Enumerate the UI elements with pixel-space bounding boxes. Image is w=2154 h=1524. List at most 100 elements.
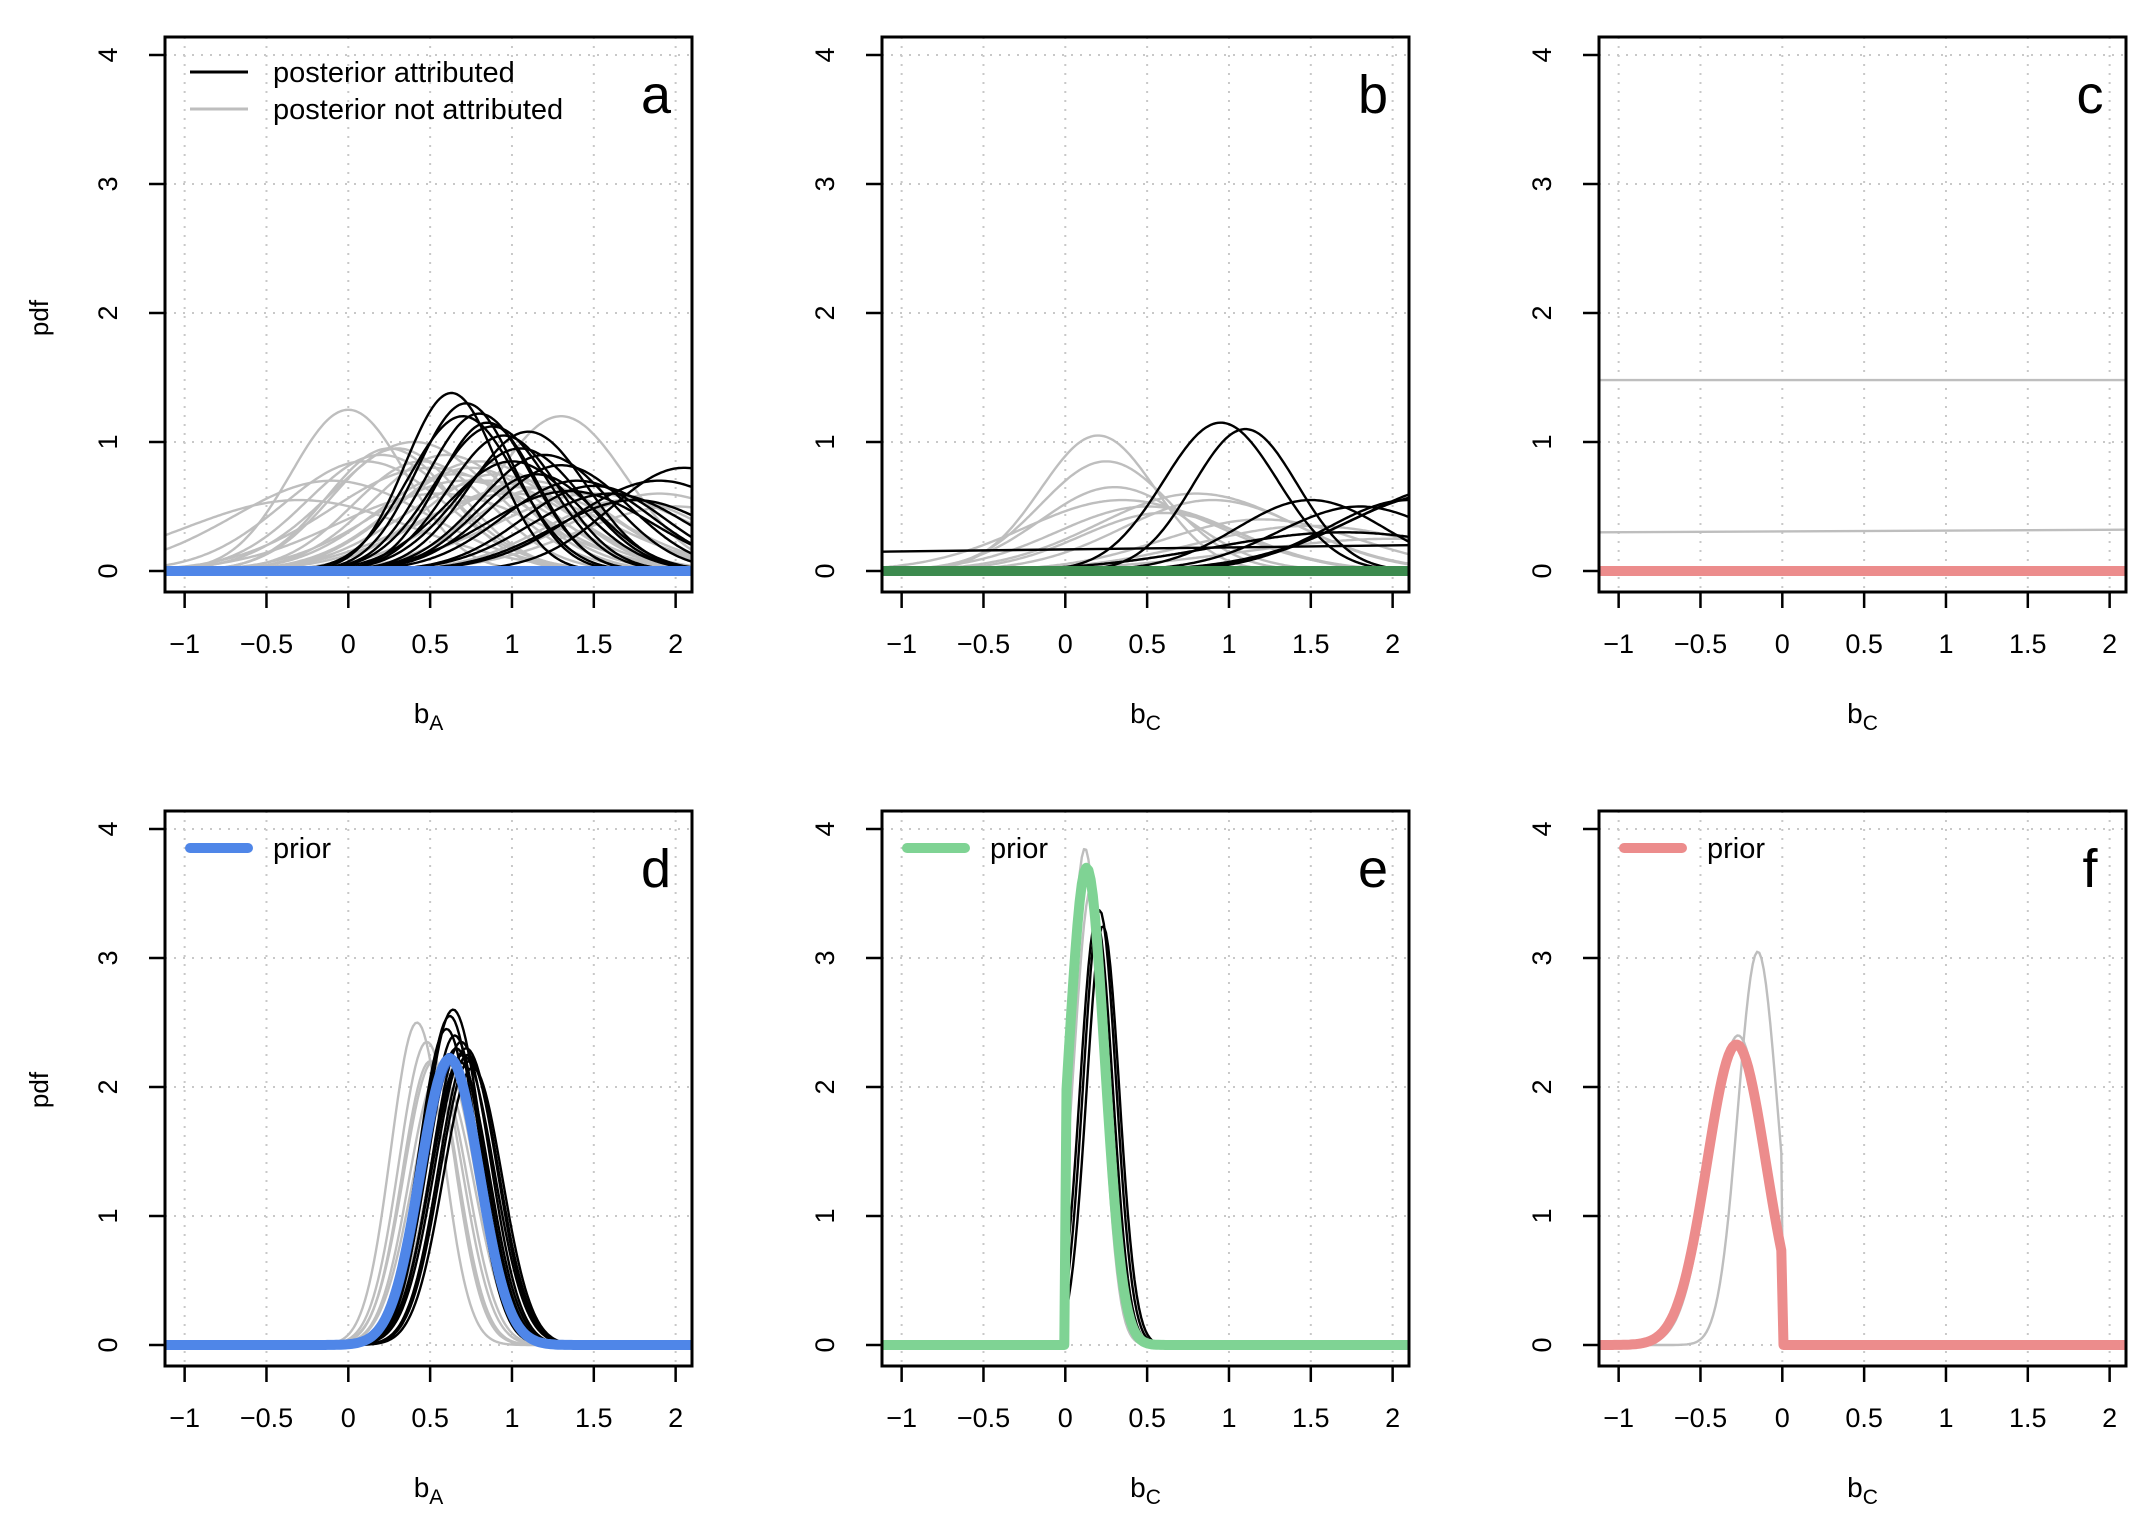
series-group-e [882, 847, 1409, 1350]
y-tick-label-e-0: 0 [810, 1337, 840, 1352]
y-tick-label-d-0: 0 [93, 1337, 123, 1352]
y-tick-label-f-1: 1 [1527, 1208, 1557, 1223]
panel-b: −1 −0.5 0 0.5 1 1.5 2 0 1 2 3 4 bC b [810, 35, 1411, 735]
x-axis-label-e: bC [1130, 1472, 1161, 1509]
x-tick-label-d-6: 2 [668, 1403, 683, 1433]
series-group-a [165, 391, 692, 576]
legend-prior-d: prior [185, 833, 331, 865]
legend-prior-f: prior [1619, 833, 1765, 865]
y-tick-label-a-2: 2 [93, 305, 123, 320]
y-tick-label-b-3: 3 [810, 176, 840, 191]
y-tick-label-c-1: 1 [1527, 434, 1557, 449]
x-tick-label-c-3: 0.5 [1845, 629, 1883, 659]
series-f-prior-0 [1599, 1039, 2126, 1350]
x-tick-label-a-4: 1 [504, 629, 519, 659]
legend-not-attributed-label: posterior not attributed [273, 94, 563, 126]
series-group-b [882, 421, 1409, 576]
series-e-posterior-attributed-1 [882, 925, 1409, 1347]
x-tick-label-f-2: 0 [1775, 1403, 1790, 1433]
x-axis-label-b: bC [1130, 698, 1161, 735]
x-tick-label-e-4: 1 [1221, 1403, 1236, 1433]
x-tick-label-e-3: 0.5 [1128, 1403, 1166, 1433]
y-tick-label-b-1: 1 [810, 434, 840, 449]
y-tick-label-c-4: 4 [1527, 47, 1557, 62]
y-tick-label-f-3: 3 [1527, 950, 1557, 965]
x-tick-label-b-5: 1.5 [1292, 629, 1330, 659]
y-tick-label-c-0: 0 [1527, 563, 1557, 578]
x-tick-label-c-0: −1 [1603, 629, 1634, 659]
legend-attributed-label: posterior attributed [273, 57, 515, 89]
x-tick-label-c-6: 2 [2102, 629, 2117, 659]
y-tick-label-e-1: 1 [810, 1208, 840, 1223]
x-tick-label-b-3: 0.5 [1128, 629, 1166, 659]
x-tick-label-c-5: 1.5 [2009, 629, 2047, 659]
y-tick-label-f-4: 4 [1527, 821, 1557, 836]
x-tick-label-f-4: 1 [1938, 1403, 1953, 1433]
series-d-prior-0 [165, 1053, 692, 1350]
series-c-posterior-not-attributed-2 [1599, 528, 2126, 534]
x-tick-label-d-3: 0.5 [411, 1403, 449, 1433]
x-tick-label-a-1: −0.5 [240, 629, 293, 659]
y-tick-label-b-4: 4 [810, 47, 840, 62]
legend-prior-e: prior [902, 833, 1048, 865]
x-tick-label-d-4: 1 [504, 1403, 519, 1433]
x-tick-label-b-0: −1 [886, 629, 917, 659]
panel-letter-f: f [2082, 839, 2098, 899]
y-tick-label-d-1: 1 [93, 1208, 123, 1223]
panel-d: −1 −0.5 0 0.5 1 1.5 2 0 1 2 3 4 bA d [93, 809, 694, 1509]
panel-f: −1 −0.5 0 0.5 1 1.5 2 0 1 2 3 4 bC f [1527, 809, 2128, 1509]
grid-e [882, 811, 1409, 1366]
legend-prior-label: prior [1707, 833, 1765, 865]
series-e-posterior-attributed-0 [882, 909, 1409, 1347]
x-tick-label-f-1: −0.5 [1674, 1403, 1727, 1433]
x-tick-label-d-0: −1 [169, 1403, 200, 1433]
x-tick-label-f-5: 1.5 [2009, 1403, 2047, 1433]
x-axis-label-d: bA [414, 1472, 444, 1509]
x-tick-label-b-6: 2 [1385, 629, 1400, 659]
y-tick-label-e-3: 3 [810, 950, 840, 965]
panel-letter-e: e [1358, 839, 1388, 899]
x-tick-label-f-6: 2 [2102, 1403, 2117, 1433]
y-tick-label-a-3: 3 [93, 176, 123, 191]
x-tick-label-d-5: 1.5 [575, 1403, 613, 1433]
y-tick-label-b-2: 2 [810, 305, 840, 320]
plot-frame-f [1597, 809, 2128, 1368]
x-tick-label-f-3: 0.5 [1845, 1403, 1883, 1433]
x-tick-label-a-3: 0.5 [411, 629, 449, 659]
y-tick-label-a-1: 1 [93, 434, 123, 449]
series-e-posterior-attributed-2 [882, 918, 1409, 1347]
y-tick-label-c-3: 3 [1527, 176, 1557, 191]
plot-frame-e [880, 809, 1411, 1368]
y-tick-label-d-3: 3 [93, 950, 123, 965]
x-axis-label-a: bA [414, 698, 444, 735]
series-e-posterior-not-attributed-2 [882, 886, 1409, 1347]
series-e-posterior-not-attributed-1 [882, 866, 1409, 1347]
grid-f [1599, 811, 2126, 1366]
y-tick-label-c-2: 2 [1527, 305, 1557, 320]
x-tick-label-c-4: 1 [1938, 629, 1953, 659]
panel-letter-b: b [1358, 65, 1388, 125]
x-axis-label-c: bC [1847, 698, 1878, 735]
series-group-d [165, 1008, 692, 1350]
x-tick-label-c-2: 0 [1775, 629, 1790, 659]
plot-frame-a [163, 35, 694, 594]
series-e-prior-0 [882, 862, 1409, 1350]
y-tick-label-e-4: 4 [810, 821, 840, 836]
grid-c [1599, 37, 2126, 592]
x-tick-label-b-2: 0 [1058, 629, 1073, 659]
series-b-posterior-flat [882, 544, 1409, 553]
x-tick-label-e-5: 1.5 [1292, 1403, 1330, 1433]
x-tick-label-c-1: −0.5 [1674, 629, 1727, 659]
panel-letter-a: a [641, 65, 672, 125]
x-tick-label-a-2: 0 [341, 629, 356, 659]
x-axis-label-f: bC [1847, 1472, 1878, 1509]
x-tick-label-b-4: 1 [1221, 629, 1236, 659]
series-group-f [1599, 950, 2126, 1350]
y-tick-label-e-2: 2 [810, 1079, 840, 1094]
y-tick-label-d-2: 2 [93, 1079, 123, 1094]
legend-prior-label: prior [990, 833, 1048, 865]
y-axis-label-top: pdf [24, 299, 54, 336]
x-tick-label-f-0: −1 [1603, 1403, 1634, 1433]
x-tick-label-a-5: 1.5 [575, 629, 613, 659]
